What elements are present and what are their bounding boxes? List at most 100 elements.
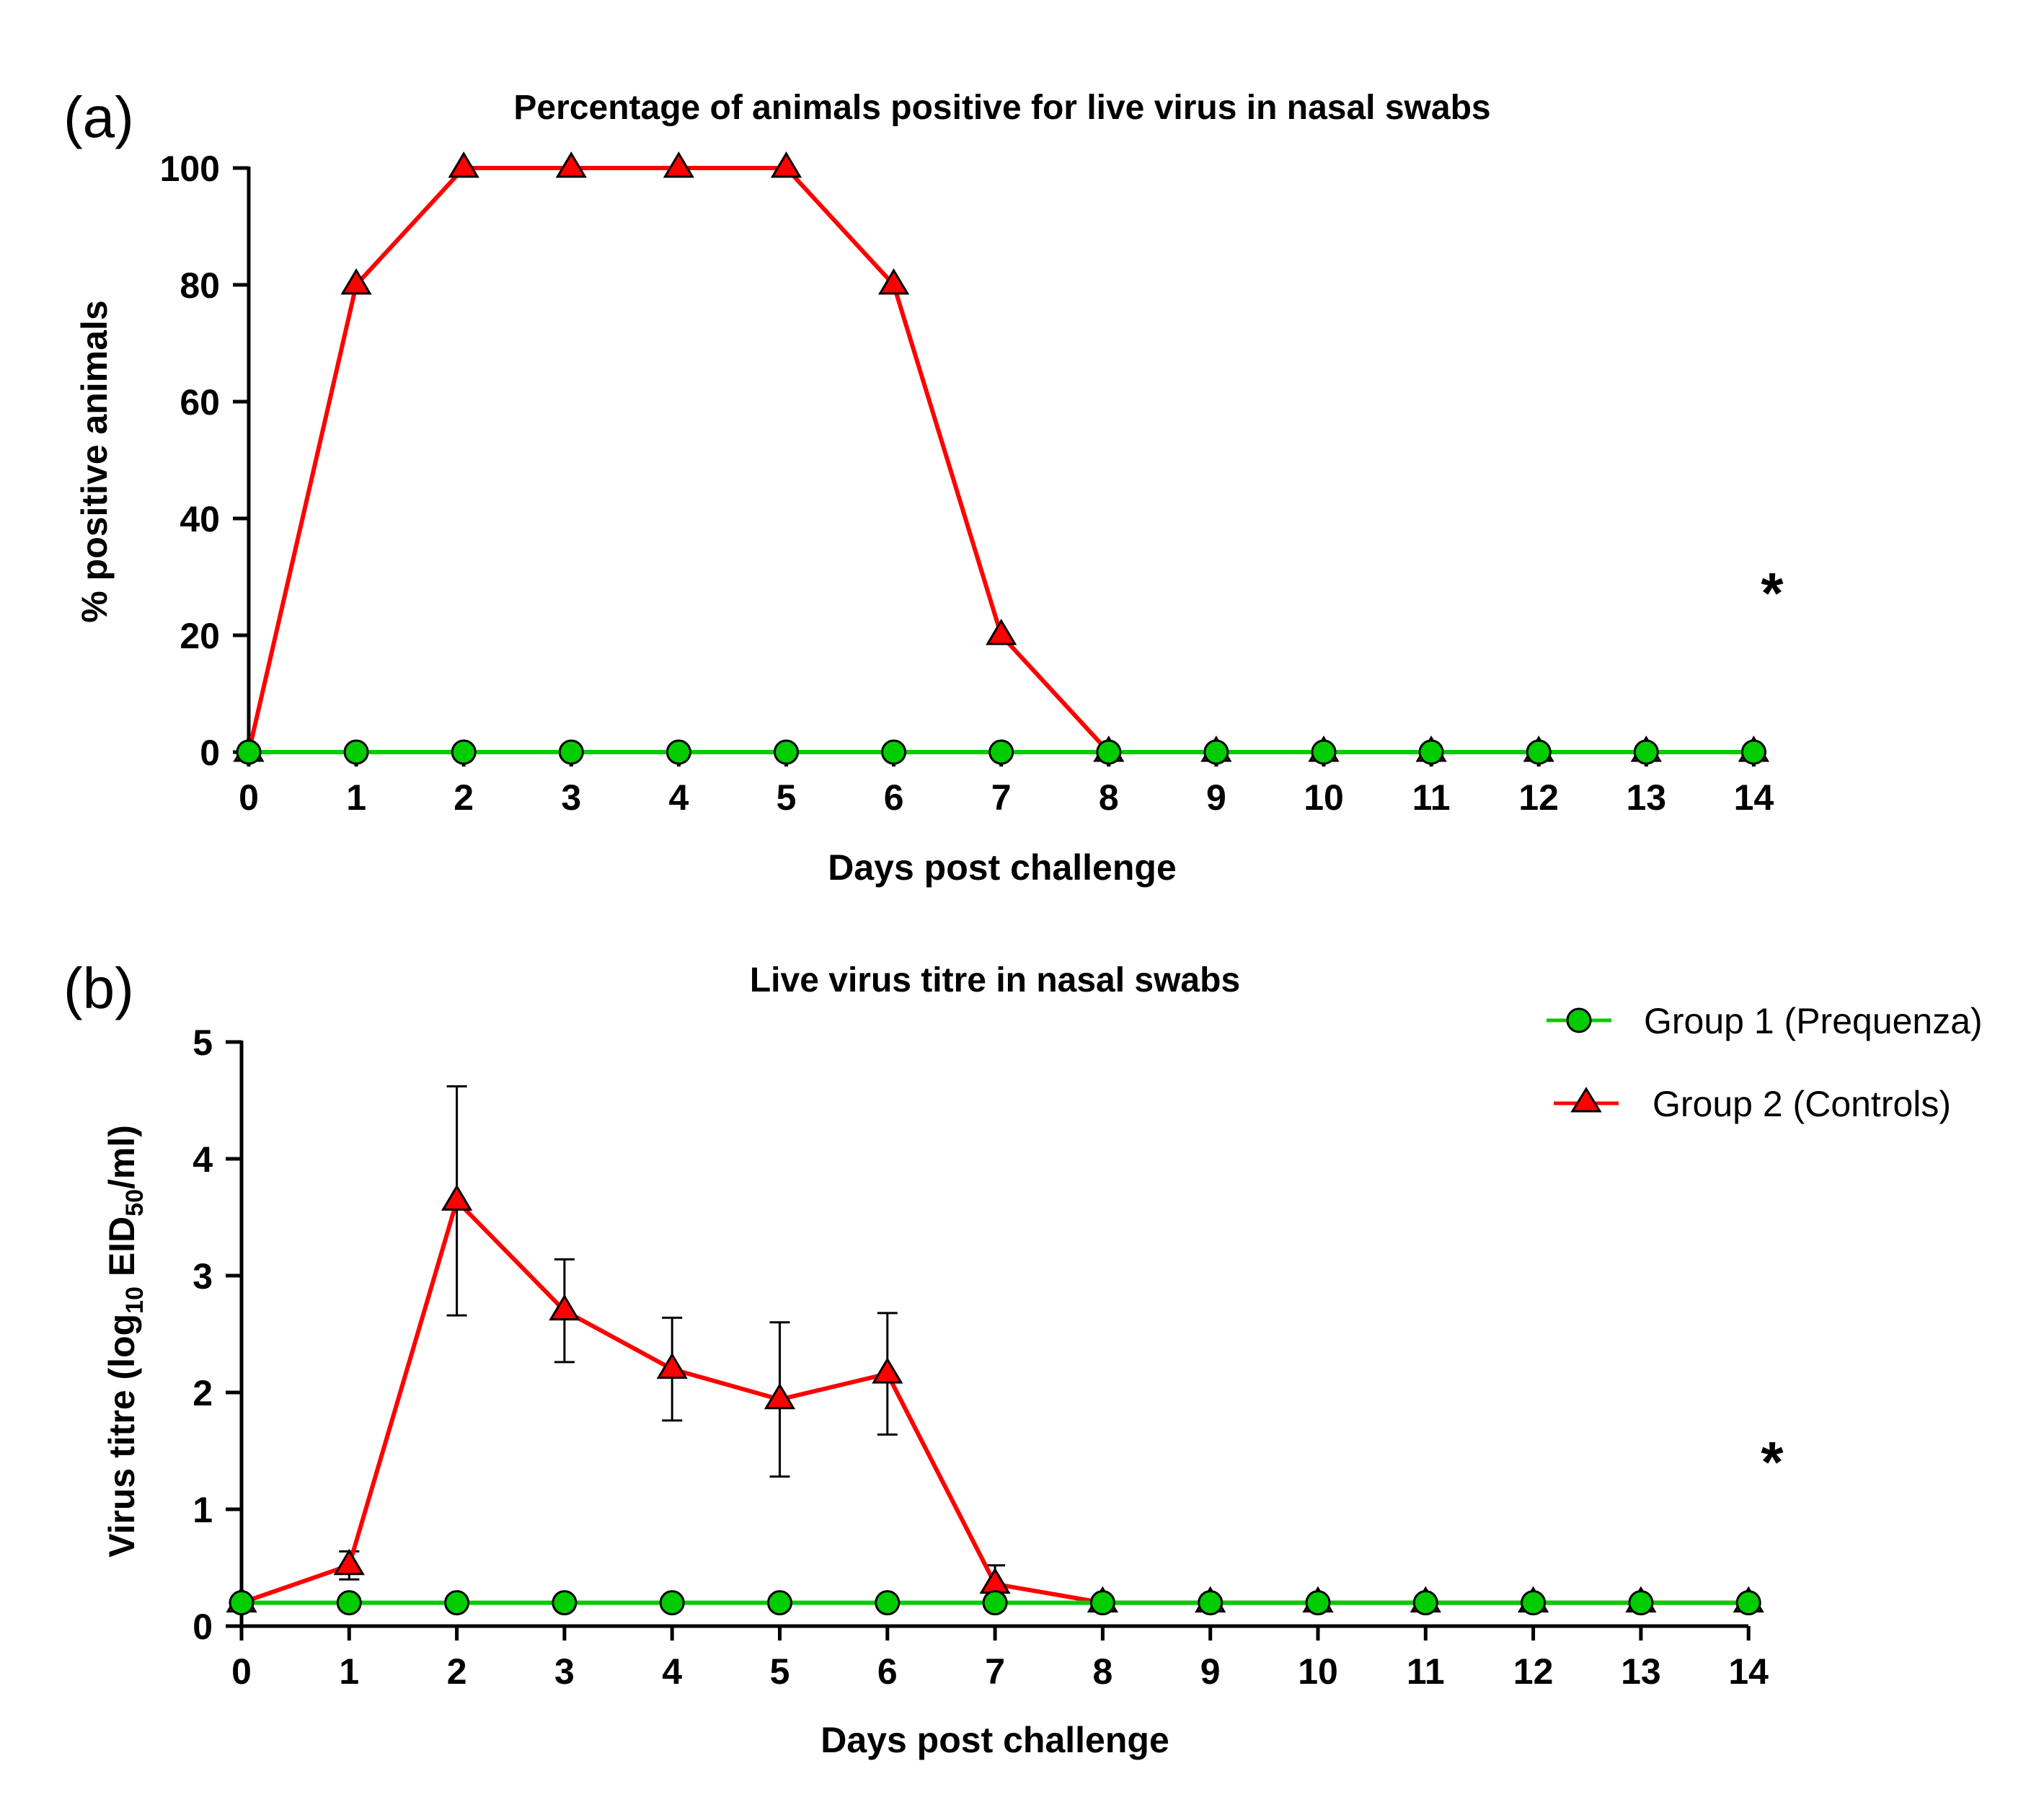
panel-a-x-tick-label: 0 — [239, 777, 259, 818]
panel-b-title: Live virus titre in nasal swabs — [750, 961, 1240, 999]
panel-b-y-tick-label: 4 — [193, 1139, 213, 1180]
panel-b-x-tick-label: 9 — [1200, 1651, 1221, 1692]
panel-a-x-tick-label: 6 — [884, 777, 904, 818]
panel-a-prequenza-point-day-3 — [558, 739, 584, 765]
panel-b-x-tick-label: 12 — [1513, 1651, 1554, 1692]
panel-b-x-tick-label: 5 — [770, 1651, 790, 1692]
legend-triangle-marker-icon — [1570, 1087, 1602, 1113]
panel-b-controls-point-day-1 — [333, 1548, 365, 1576]
panel-a-y-tick-label: 0 — [200, 733, 220, 773]
panel-b-x-tick-label: 8 — [1092, 1651, 1112, 1692]
panel-a-prequenza-point-day-13 — [1633, 739, 1659, 765]
panel-a-y-tick-label: 80 — [180, 265, 220, 306]
panel-a-controls-point-day-7 — [986, 619, 1017, 645]
panel-b-prequenza-point-day-7 — [982, 1590, 1008, 1616]
panel-a-prequenza-point-day-10 — [1311, 739, 1337, 765]
panel-b-prequenza-point-day-8 — [1089, 1590, 1115, 1616]
panel-b-controls-series-line — [241, 1198, 1749, 1605]
panel-a-x-tick-label: 1 — [346, 777, 366, 818]
panel-b-y-label-sub-1: 10 — [121, 1286, 149, 1314]
panel-b-prequenza-point-day-11 — [1412, 1590, 1438, 1616]
panel-a-prequenza-point-day-11 — [1418, 739, 1444, 765]
panel-a-x-tick-label: 3 — [561, 777, 581, 818]
legend-label-group-2: Group 2 (Controls) — [1653, 1084, 1951, 1124]
panel-b-x-tick-label: 2 — [447, 1651, 467, 1692]
panel-a-y-tick-label: 20 — [180, 616, 220, 656]
panel-b-prequenza-point-day-6 — [875, 1590, 901, 1616]
panel-a-controls-point-day-1 — [340, 268, 372, 295]
panel-b-controls-point-day-6 — [872, 1357, 903, 1384]
panel-b-y-tick-label: 0 — [193, 1607, 213, 1647]
panel-a-prequenza-point-day-4 — [665, 739, 691, 765]
panel-a-significance-star: * — [1761, 561, 1784, 625]
panel-b-x-tick-label: 10 — [1298, 1651, 1338, 1692]
panel-a-prequenza-point-day-5 — [774, 739, 799, 765]
panel-b-y-tick-label: 5 — [193, 1023, 213, 1063]
legend-circle-marker-icon — [1566, 1007, 1592, 1033]
panel-b-x-axis-label: Days post challenge — [820, 1720, 1169, 1760]
panel-b-controls-point-day-2 — [441, 1184, 473, 1211]
panel-b-x-tick-label: 14 — [1728, 1651, 1769, 1692]
panel-b-significance-star: * — [1761, 1430, 1784, 1494]
panel-b-x-tick-label: 1 — [339, 1651, 359, 1692]
panel-b-x-tick-label: 11 — [1407, 1651, 1445, 1692]
panel-a-controls-point-day-3 — [555, 151, 587, 178]
panel-a-controls-point-day-2 — [448, 151, 479, 178]
panel-b-chart: (b) Live virus titre in nasal swabs Viru… — [63, 956, 1983, 1760]
panel-a-controls-point-day-5 — [770, 151, 802, 178]
panel-b-y-label-part-2: EID — [102, 1217, 142, 1286]
panel-b-prequenza-point-day-9 — [1198, 1590, 1224, 1616]
panel-b-y-label-part-1: Virus titre (log — [102, 1314, 142, 1558]
panel-b-prequenza-point-day-13 — [1628, 1590, 1654, 1616]
panel-a-prequenza-point-day-2 — [451, 739, 477, 765]
panel-b-controls-point-day-4 — [656, 1352, 688, 1379]
panel-b-y-label-sub-2: 50 — [121, 1189, 149, 1217]
panel-b-prequenza-point-day-1 — [336, 1590, 362, 1616]
panel-a-x-tick-label: 13 — [1626, 777, 1666, 818]
panel-b-prequenza-point-day-2 — [444, 1590, 470, 1616]
panel-b-prequenza-point-day-10 — [1305, 1590, 1331, 1616]
legend: Group 1 (Prequenza) Group 2 (Controls) — [1547, 1001, 1983, 1124]
panel-a-y-tick-label: 60 — [180, 382, 220, 423]
panel-a-y-tick-label: 40 — [180, 499, 220, 539]
panel-b-y-tick-label: 3 — [193, 1256, 213, 1297]
panel-b-y-axis-label: Virus titre (log10 EID50/ml) — [102, 1125, 149, 1558]
panel-a-x-axis-label: Days post challenge — [828, 847, 1177, 888]
panel-a-x-tick-label: 12 — [1518, 777, 1559, 818]
panel-b-prequenza-point-day-14 — [1735, 1590, 1761, 1616]
panel-a-x-tick-label: 8 — [1099, 777, 1119, 818]
panel-a-x-tick-label: 4 — [668, 777, 689, 818]
panel-a-chart: (a) Percentage of animals positive for l… — [63, 85, 1784, 888]
panel-a-x-tick-label: 7 — [991, 777, 1012, 818]
legend-item-group-2: Group 2 (Controls) — [1554, 1084, 1951, 1124]
panel-a-prequenza-point-day-6 — [881, 739, 907, 765]
panel-b-x-tick-label: 6 — [877, 1651, 898, 1692]
panel-b-prequenza-point-day-4 — [659, 1590, 685, 1616]
panel-b-y-tick-label: 2 — [193, 1373, 213, 1413]
panel-b-prequenza-point-day-12 — [1521, 1590, 1547, 1616]
panel-b-x-tick-label: 13 — [1621, 1651, 1661, 1692]
panel-b-controls-point-day-3 — [549, 1294, 580, 1321]
panel-a-prequenza-point-day-1 — [343, 739, 369, 765]
panel-b-controls-point-day-7 — [979, 1567, 1011, 1594]
panel-a-y-tick-label: 100 — [160, 149, 220, 189]
panel-a-controls-point-day-4 — [663, 151, 695, 178]
panel-a-controls-series-line — [247, 166, 1754, 754]
panel-b-prequenza-point-day-3 — [552, 1590, 578, 1616]
panel-a-x-tick-label: 10 — [1304, 777, 1344, 818]
panel-a-title: Percentage of animals positive for live … — [513, 89, 1490, 127]
panel-a-prequenza-point-day-9 — [1203, 739, 1229, 765]
panel-a-prequenza-point-day-12 — [1526, 739, 1552, 765]
legend-label-group-1: Group 1 (Prequenza) — [1644, 1001, 1983, 1041]
panel-b-x-tick-label: 7 — [985, 1651, 1005, 1692]
panel-b-x-tick-label: 3 — [554, 1651, 575, 1692]
panel-a-y-axis-label: % positive animals — [74, 300, 115, 622]
panel-a-x-tick-label: 14 — [1734, 777, 1774, 818]
panel-b-y-label-part-3: /ml) — [102, 1125, 142, 1189]
panel-b-label: (b) — [63, 956, 134, 1020]
panel-a-prequenza-point-day-0 — [236, 739, 262, 765]
panel-b-prequenza-point-day-5 — [767, 1590, 792, 1616]
panel-b-y-tick-label: 1 — [193, 1490, 213, 1530]
